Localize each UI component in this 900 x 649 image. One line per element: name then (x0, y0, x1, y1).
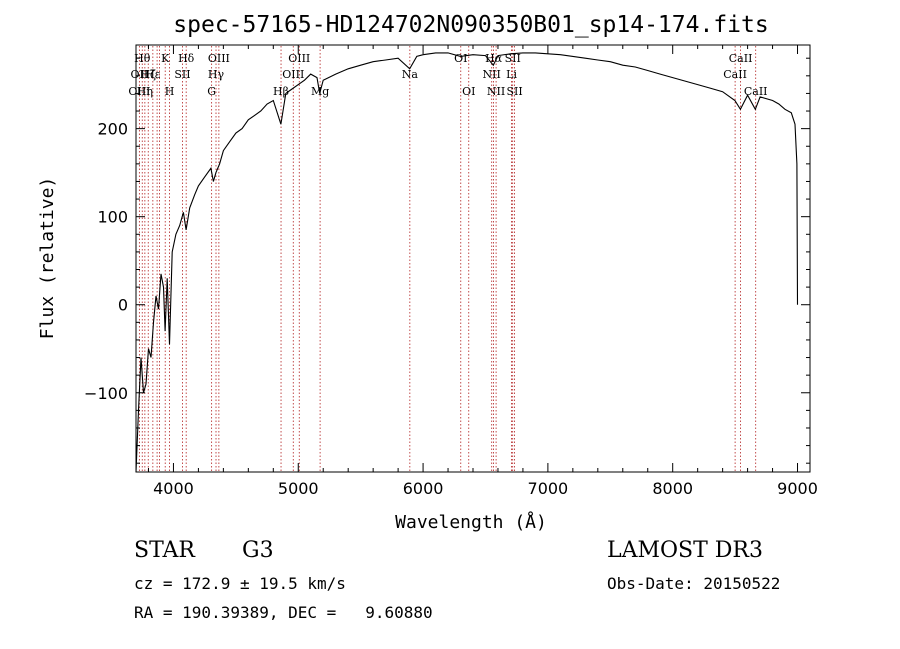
y-tick-label: 100 (97, 208, 128, 227)
sky-coordinates: RA = 190.39389, DEC = 9.60880 (134, 603, 433, 622)
spectral-line-label: K (161, 52, 170, 65)
spectral-line-label: CaII (723, 68, 747, 81)
spectral-line-label: OI (454, 52, 467, 65)
spectral-line-label: Hβ (273, 85, 289, 98)
spectral-line-label: OIII (282, 68, 304, 81)
y-axis: −100 0 100 200 (84, 57, 810, 464)
spectral-line-label: Hγ (208, 68, 225, 81)
x-tick-label: 5000 (278, 479, 319, 498)
spectral-line-label: NII (483, 68, 501, 81)
spectral-line-label: NII (487, 85, 505, 98)
spectral-line-markers (138, 46, 757, 472)
spectral-line-label: SII (506, 85, 522, 98)
y-tick-label: 200 (97, 120, 128, 139)
x-tick-label: 6000 (403, 479, 444, 498)
y-tick-label: −100 (84, 384, 128, 403)
spectral-line-label: Hε (145, 68, 161, 81)
x-axis: 4000 5000 6000 7000 8000 9000 (147, 45, 818, 498)
x-tick-label: 8000 (652, 479, 693, 498)
y-tick-label: 0 (118, 296, 128, 315)
observation-date: Obs-Date: 20150522 (607, 574, 781, 593)
spectral-line-label: OI (462, 85, 475, 98)
spectral-line-labels: OIIOIIIHθHηHζHεKHSIIHδGHγOIIIHβOIIIOIIIM… (128, 52, 767, 98)
spectral-line-label: OII (131, 68, 149, 81)
spectral-line-label: SII (174, 68, 190, 81)
spectral-line-label: H (165, 85, 175, 98)
spectral-line-label: Hθ (134, 52, 151, 65)
spectral-line-label: OIII (288, 52, 310, 65)
spectrum-series-line (135, 52, 799, 473)
spectral-line-label: OIII (128, 85, 150, 98)
spectral-subclass: G3 (242, 538, 274, 563)
spectral-line-label: G (207, 85, 216, 98)
chart-title: spec-57165-HD124702N090350B01_sp14-174.f… (173, 12, 768, 38)
spectral-line-label: CaII (729, 52, 753, 65)
spectral-line-label: Hδ (178, 52, 195, 65)
spectral-line-label: Hζ (140, 68, 156, 81)
survey-name: LAMOST DR3 (607, 538, 763, 563)
spectral-line-label: CaII (744, 85, 768, 98)
y-axis-label: Flux (relative) (37, 177, 58, 340)
x-tick-label: 9000 (777, 479, 818, 498)
plot-frame (135, 44, 811, 473)
x-axis-label: Wavelength (Å) (395, 511, 547, 533)
redshift-velocity: cz = 172.9 ± 19.5 km/s (134, 574, 346, 593)
x-tick-label: 4000 (153, 479, 194, 498)
x-tick-label: 7000 (528, 479, 569, 498)
spectral-line-label: Li (506, 68, 517, 81)
spectral-line-label: Hη (137, 85, 153, 98)
spectral-line-label: OIII (208, 52, 230, 65)
spectral-line-label: Na (402, 68, 419, 81)
object-class: STAR (134, 538, 195, 563)
spectral-line-label: SII (505, 52, 521, 65)
